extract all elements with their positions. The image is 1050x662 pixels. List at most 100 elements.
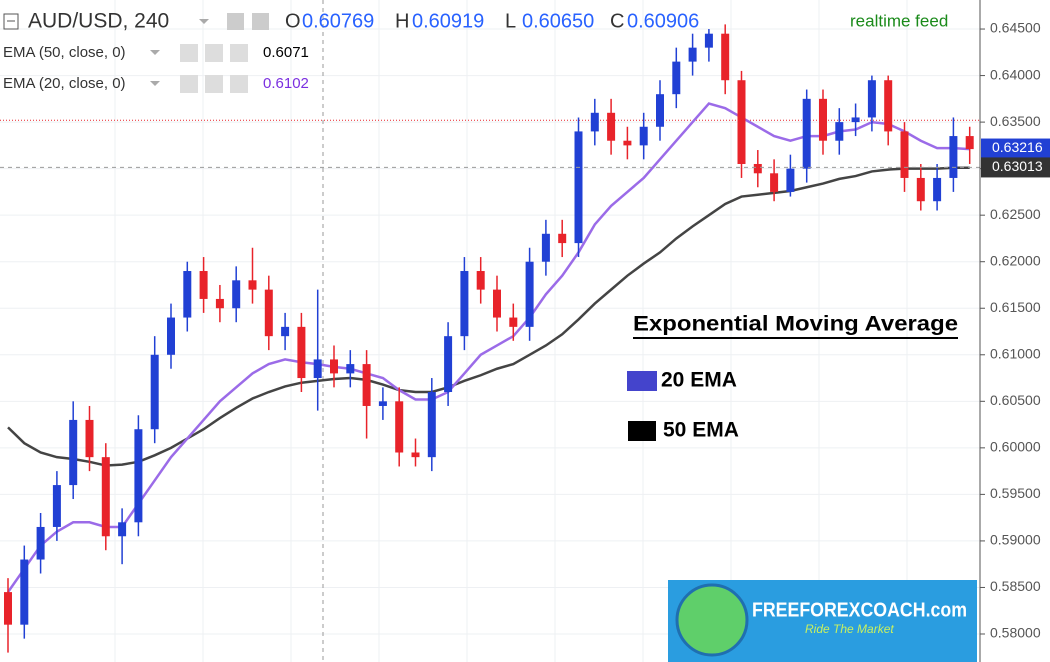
candle-body	[933, 177, 942, 202]
candle-body	[150, 354, 159, 430]
candle-body	[378, 401, 387, 406]
indicator-icon	[180, 44, 198, 62]
legend-swatch	[627, 371, 657, 391]
grid	[0, 0, 980, 662]
candle-body	[867, 80, 876, 118]
axis: 0.58000 0.58500 0.59000 0.59500 0.60000 0.605…	[980, 20, 1050, 641]
y-tick-label: 0.62000	[990, 252, 1041, 268]
ohlc-value: 0.60650	[522, 10, 594, 32]
candle-body	[835, 122, 844, 141]
y-tick-label: 0.60500	[990, 392, 1041, 408]
indicator-name: EMA (20, close, 0)	[3, 75, 126, 92]
dropdown[interactable]	[199, 19, 209, 24]
watermark-subtitle: Ride The Market	[805, 622, 894, 636]
legend-label: 20 EMA	[661, 369, 737, 392]
candle-body	[656, 94, 664, 127]
candle-body	[558, 233, 567, 244]
candle-body	[52, 485, 61, 527]
candle-body	[672, 61, 681, 95]
candle-body	[884, 80, 893, 132]
menu-icon[interactable]	[3, 13, 19, 30]
candle-body	[427, 392, 436, 458]
indicator-legend: EMA (50, close, 0) 0.6071 EMA (20, close, …	[3, 44, 309, 93]
candle-body	[786, 168, 795, 192]
indicator-icon	[205, 75, 223, 93]
indicator-value: 0.6102	[263, 75, 309, 92]
candle-body	[248, 280, 257, 290]
price-axis	[980, 0, 1050, 662]
eye-icon[interactable]	[227, 13, 244, 30]
y-tick-label: 0.64000	[990, 66, 1041, 82]
candle-body	[167, 317, 175, 355]
candle-body	[541, 233, 550, 262]
candle-body	[281, 326, 290, 337]
y-tick-label: 0.63500	[990, 113, 1041, 129]
candle-body	[297, 326, 306, 379]
ohlc-value: 0.60906	[627, 10, 699, 32]
candle-body	[199, 271, 208, 299]
candle-body	[916, 177, 925, 202]
candle-body	[85, 419, 94, 458]
candle-body	[444, 336, 453, 393]
candle-body	[313, 359, 322, 379]
candle-body	[590, 112, 599, 132]
candle-body	[770, 173, 779, 192]
candle-body	[118, 522, 127, 537]
candle-body	[215, 298, 224, 309]
candle-body	[819, 98, 827, 141]
candle-body	[737, 80, 746, 164]
candle-body	[851, 117, 860, 123]
y-tick-label: 0.59000	[990, 532, 1041, 548]
feed-label: realtime feed	[850, 11, 948, 30]
candle-body	[232, 280, 241, 309]
ohlc-key: H	[395, 10, 409, 32]
y-tick-label: 0.58500	[990, 578, 1041, 594]
candle-body	[183, 271, 192, 318]
ema-line	[7, 166, 970, 467]
ohlc-legend: O 0.60769 H 0.60919 L 0.60650 C 0.60906	[285, 10, 699, 32]
y-tick-label: 0.60000	[990, 439, 1041, 455]
candle-body	[101, 457, 110, 537]
indicator-icon	[205, 44, 223, 62]
price-tag	[981, 157, 1050, 178]
y-tick-label: 0.58000	[990, 625, 1041, 641]
indicator-icon	[230, 44, 248, 62]
candle-body	[509, 317, 518, 327]
candle-body	[802, 98, 811, 169]
candle-body	[460, 271, 469, 337]
candle-body	[20, 559, 29, 625]
candle-body	[639, 126, 648, 146]
candle-body	[36, 526, 45, 560]
y-tick-label: 0.59500	[990, 485, 1041, 501]
ohlc-value: 0.60919	[412, 10, 484, 32]
watermark-title: FREEFOREXCOACH.com	[752, 599, 967, 621]
ohlc-key: O	[285, 10, 301, 32]
candle-body	[688, 47, 697, 62]
candle-body	[623, 140, 632, 146]
symbol: AUD/USD, 240	[28, 10, 169, 33]
candle-body	[69, 419, 78, 486]
candle-body	[395, 401, 404, 453]
annotation-legend: 20 EMA 50 EMA	[627, 369, 739, 442]
y-tick-label: 0.62500	[990, 206, 1041, 222]
candle-body	[721, 33, 730, 81]
candle-body	[493, 289, 501, 318]
indicator-value: 0.6071	[263, 44, 309, 61]
candle-body	[264, 289, 273, 337]
settings-icon[interactable]	[252, 13, 269, 30]
y-tick-label: 0.64500	[990, 20, 1041, 36]
candle-body	[476, 271, 485, 290]
candle-body	[346, 364, 355, 374]
annotation-title: Exponential Moving Average	[633, 313, 958, 336]
price-tag-label: 0.63216	[992, 139, 1043, 155]
price-tag-label: 0.63013	[992, 158, 1043, 174]
candle-body	[362, 364, 371, 406]
plot	[0, 24, 980, 653]
candle-body	[607, 112, 616, 141]
candle-body	[134, 429, 143, 523]
candle-body	[574, 131, 583, 244]
y-tick-label: 0.61500	[990, 299, 1041, 315]
dropdown	[150, 50, 160, 55]
